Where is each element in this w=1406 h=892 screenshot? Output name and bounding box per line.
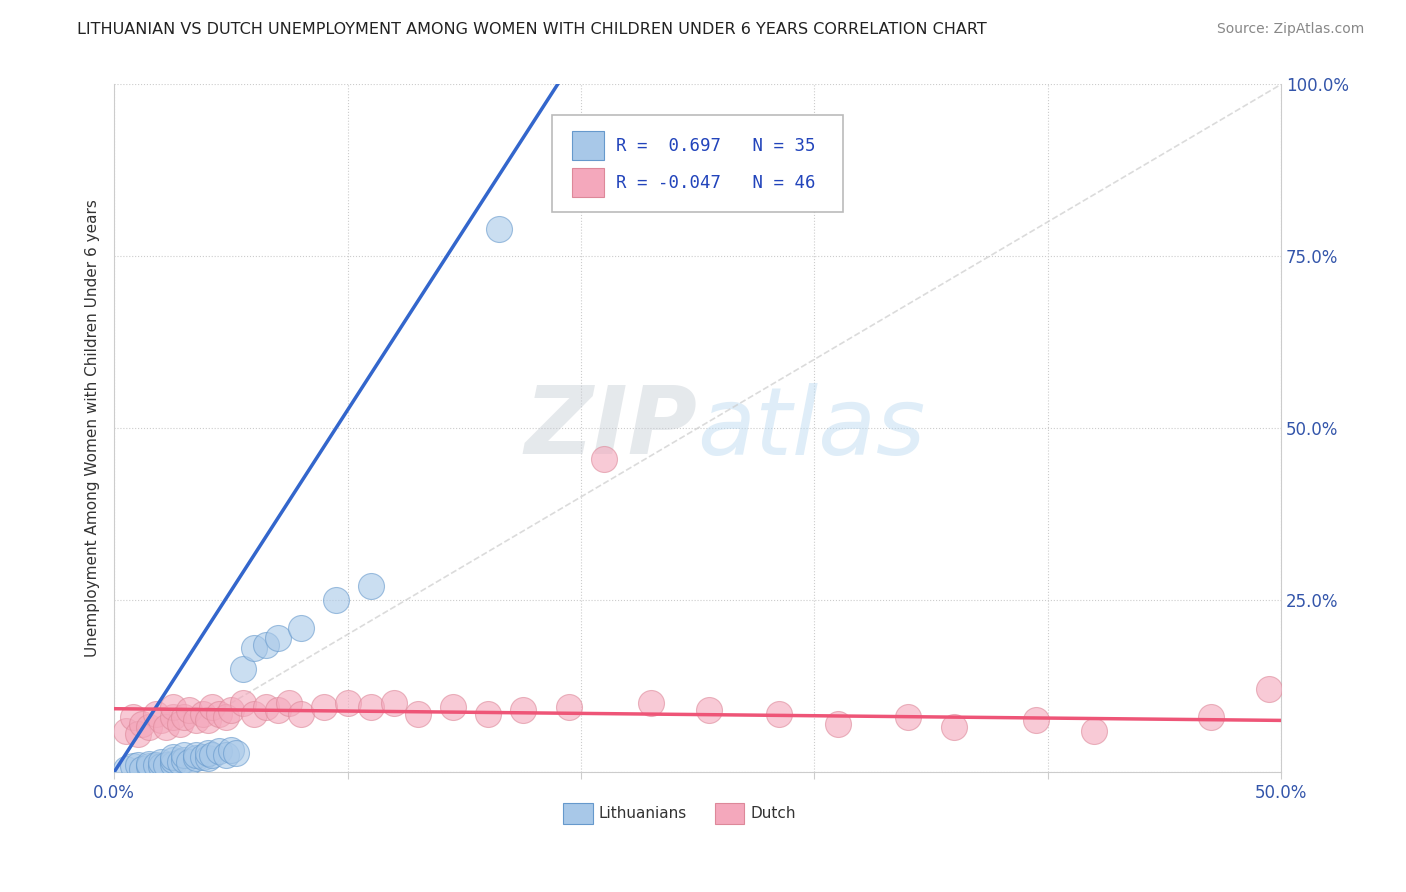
Point (1025, 714, 1047, 728)
Bar (716, 803, 744, 823)
Point (121, 710, 143, 724)
Text: atlas: atlas (697, 383, 925, 474)
Point (593, 452, 616, 467)
Point (162, 710, 184, 724)
Point (360, 699, 382, 714)
Point (149, 714, 172, 728)
Point (121, 759, 143, 773)
Point (208, 744, 231, 758)
Point (162, 749, 184, 764)
Point (231, 662, 253, 676)
Point (115, 723, 138, 738)
Point (768, 706, 790, 721)
Point (131, 716, 153, 731)
Point (219, 703, 242, 717)
Point (169, 716, 191, 731)
Bar (572, 169, 605, 197)
Point (1199, 710, 1222, 724)
Point (477, 706, 499, 721)
Point (943, 720, 966, 734)
Point (266, 631, 288, 645)
Point (488, 222, 510, 236)
Point (290, 706, 312, 721)
Point (191, 749, 214, 764)
Point (1083, 723, 1105, 738)
Point (1258, 682, 1281, 697)
Text: ZIP: ZIP (524, 382, 697, 475)
Point (208, 706, 231, 721)
Point (145, 758, 167, 772)
Text: Source: ZipAtlas.com: Source: ZipAtlas.com (1216, 22, 1364, 37)
Point (640, 696, 662, 710)
Point (162, 753, 184, 767)
Point (145, 706, 167, 721)
Point (360, 579, 382, 593)
Point (127, 727, 149, 741)
Point (827, 716, 849, 731)
Point (155, 758, 177, 772)
Point (201, 747, 224, 762)
Point (177, 755, 200, 769)
Point (184, 747, 207, 762)
Point (314, 699, 336, 714)
Y-axis label: Unemployment Among Women with Children Under 6 years: Unemployment Among Women with Children U… (86, 199, 100, 657)
Point (149, 755, 172, 769)
Point (184, 714, 207, 728)
Point (254, 699, 277, 714)
Point (382, 696, 405, 710)
Point (697, 703, 720, 717)
Point (512, 703, 534, 717)
Point (243, 706, 266, 721)
Point (278, 696, 301, 710)
Point (162, 756, 184, 771)
Point (131, 762, 153, 776)
Point (155, 720, 177, 734)
Point (173, 710, 195, 724)
Point (138, 720, 160, 734)
Point (406, 706, 429, 721)
Point (162, 699, 184, 714)
Point (215, 747, 238, 762)
Point (197, 746, 219, 760)
Point (325, 593, 347, 607)
Point (336, 696, 359, 710)
Point (219, 743, 242, 757)
Bar (572, 131, 605, 160)
Point (197, 714, 219, 728)
Point (231, 696, 253, 710)
Point (149, 759, 172, 773)
FancyBboxPatch shape (551, 115, 844, 211)
Point (138, 756, 160, 771)
Text: Dutch: Dutch (749, 805, 796, 821)
Point (897, 710, 920, 724)
Bar (564, 803, 592, 823)
Point (191, 706, 214, 721)
Point (173, 747, 195, 762)
Text: LITHUANIAN VS DUTCH UNEMPLOYMENT AMONG WOMEN WITH CHILDREN UNDER 6 YEARS CORRELA: LITHUANIAN VS DUTCH UNEMPLOYMENT AMONG W… (77, 22, 987, 37)
Point (197, 751, 219, 765)
Point (266, 703, 288, 717)
Point (184, 751, 207, 765)
Text: R =  0.697   N = 35: R = 0.697 N = 35 (616, 136, 815, 154)
Point (127, 758, 149, 772)
Point (243, 641, 266, 656)
Text: Lithuanians: Lithuanians (599, 805, 686, 821)
Point (115, 762, 138, 776)
Point (225, 746, 247, 760)
Text: R = -0.047   N = 46: R = -0.047 N = 46 (616, 174, 815, 192)
Point (254, 638, 277, 652)
Point (201, 699, 224, 714)
Point (558, 699, 581, 714)
Point (138, 759, 160, 773)
Point (215, 710, 238, 724)
Point (173, 753, 195, 767)
Point (177, 703, 200, 717)
Point (169, 755, 191, 769)
Point (441, 699, 464, 714)
Point (290, 621, 312, 635)
